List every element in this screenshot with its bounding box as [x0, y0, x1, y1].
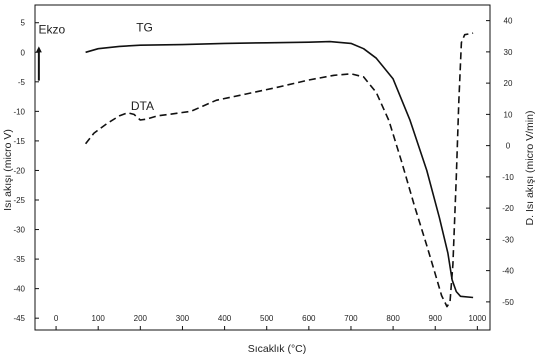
- x-tick-label: 0: [54, 314, 59, 323]
- left-tick-label: -10: [13, 107, 25, 116]
- right-tick-label: -10: [502, 173, 514, 182]
- y-axis-left-label: Isı akışı (micro V): [2, 129, 14, 211]
- right-tick-label: 40: [504, 17, 513, 26]
- left-tick-label: -30: [13, 226, 25, 235]
- left-tick-label: -25: [13, 196, 25, 205]
- left-axis-ticks: 5 0 -5 -10 -15 -20 -25 -30 -35 -40 -45: [13, 19, 39, 323]
- x-tick-label: 600: [302, 314, 316, 323]
- x-tick-label: 400: [218, 314, 232, 323]
- left-tick-label: 0: [21, 48, 26, 57]
- plot-area: [34, 4, 491, 331]
- right-tick-label: 10: [504, 110, 513, 119]
- y-axis-right-label: D. Isı akışı (micro V/min): [524, 111, 536, 226]
- x-tick-label: 500: [260, 314, 274, 323]
- left-tick-label: -5: [18, 78, 26, 87]
- right-axis-ticks: 40 30 20 10 0 -10 -20 -30 -40 -50: [486, 17, 514, 307]
- ekzo-arrow-head: [35, 46, 42, 53]
- right-tick-label: -40: [502, 267, 514, 276]
- right-tick-label: 20: [504, 79, 513, 88]
- left-tick-label: -40: [13, 285, 25, 294]
- plot-frame: [34, 4, 491, 331]
- right-tick-label: 0: [506, 142, 511, 151]
- x-tick-label: 800: [386, 314, 400, 323]
- x-tick-label: 700: [344, 314, 358, 323]
- left-tick-label: -15: [13, 137, 25, 146]
- left-tick-label: -45: [13, 314, 25, 323]
- left-tick-label: -35: [13, 255, 25, 264]
- annotation-tg: TG: [136, 21, 153, 35]
- x-axis-label: Sıcaklık (°C): [248, 343, 306, 355]
- right-tick-label: -20: [502, 204, 514, 213]
- right-tick-label: 30: [504, 48, 513, 57]
- series-tg-line: [85, 40, 474, 299]
- series-dta-line: [84, 32, 474, 308]
- annotation-dta: DTA: [131, 99, 154, 113]
- annotation-ekzo: Ekzo: [39, 22, 66, 36]
- left-tick-label: -20: [13, 166, 25, 175]
- annotation-layer: Ekzo TG DTA: [35, 21, 154, 113]
- right-tick-label: -30: [502, 235, 514, 244]
- x-tick-label: 300: [176, 314, 190, 323]
- x-tick-label: 1000: [468, 314, 486, 323]
- x-axis-ticks: 0 100 200 300 400 500 600 700 800 900 1000: [54, 314, 487, 330]
- left-tick-label: 5: [21, 19, 26, 28]
- x-tick-label: 100: [92, 314, 106, 323]
- right-tick-label: -50: [502, 298, 514, 307]
- series-layer: [84, 32, 474, 308]
- x-tick-label: 200: [134, 314, 148, 323]
- x-tick-label: 900: [429, 314, 443, 323]
